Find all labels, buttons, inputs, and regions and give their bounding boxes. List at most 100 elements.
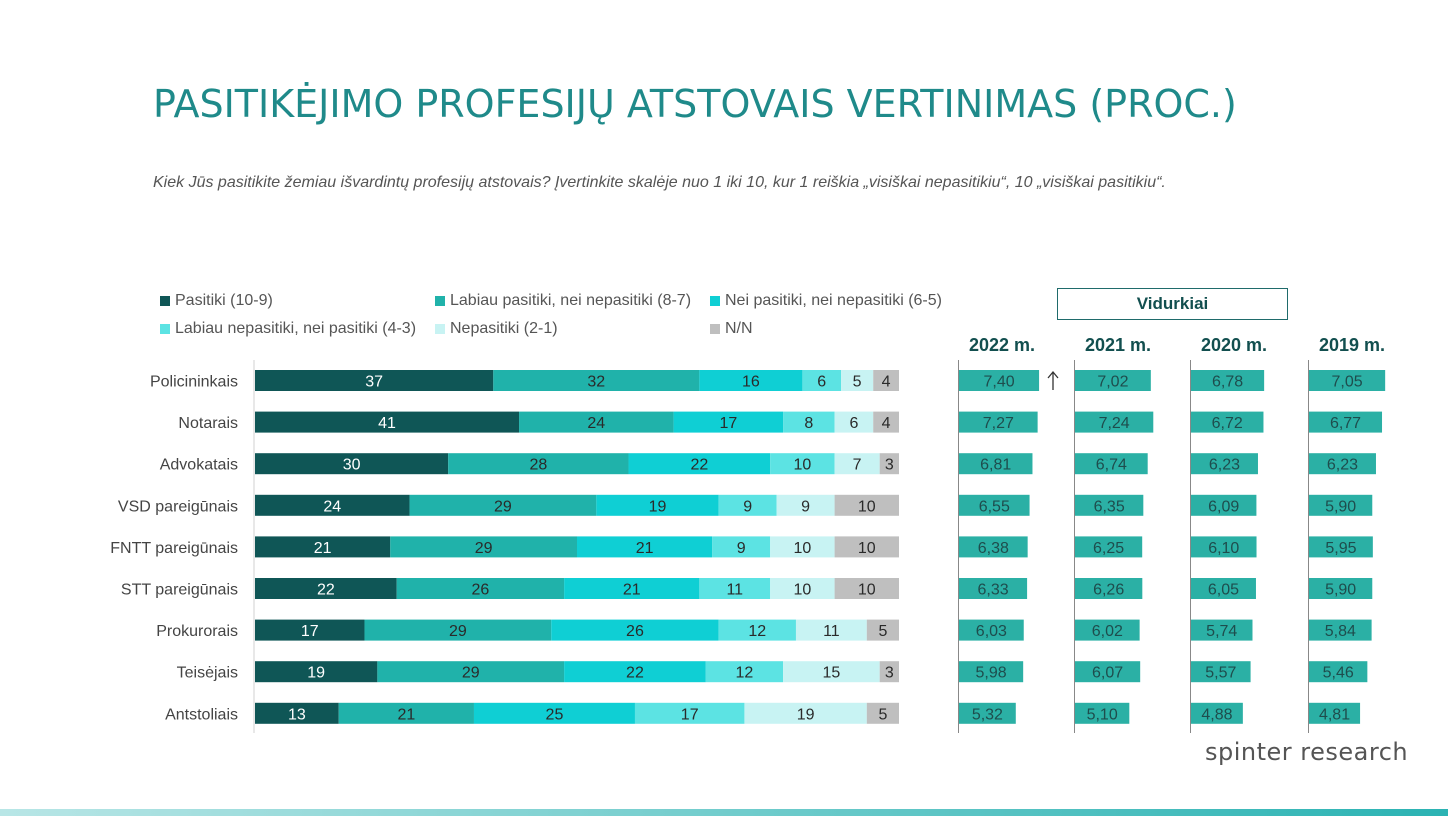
data-label: 29	[449, 623, 467, 640]
year-header: 2022 m.	[969, 335, 1035, 355]
average-label: 6,23	[1327, 457, 1358, 474]
data-label: 22	[317, 582, 335, 599]
average-bar	[959, 494, 1030, 516]
bar-segment	[390, 536, 577, 558]
data-label: 9	[801, 498, 810, 515]
year-header: 2021 m.	[1085, 335, 1151, 355]
legend-label: N/N	[725, 320, 753, 337]
bar-segment	[866, 619, 899, 641]
data-label: 19	[797, 706, 815, 723]
legend-label: Pasitiki (10-9)	[175, 292, 273, 309]
chart-legend: Pasitiki (10-9) Labiau pasitiki, nei nep…	[160, 292, 960, 352]
average-bar	[1191, 370, 1265, 391]
data-label: 19	[307, 665, 325, 682]
arrow-up-icon-head	[1047, 370, 1059, 379]
data-label: 13	[288, 706, 306, 723]
page-title: PASITIKĖJIMO PROFESIJŲ ATSTOVAIS VERTINI…	[153, 82, 1237, 126]
bar-segment	[841, 370, 874, 391]
data-label: 16	[742, 374, 760, 391]
bar-segment	[834, 453, 880, 475]
legend-item-labiau-pasitiki: Labiau pasitiki, nei nepasitiki (8-7)	[435, 292, 691, 310]
average-label: 6,74	[1096, 457, 1127, 474]
bar-segment	[255, 370, 494, 391]
legend-label: Nei pasitiki, nei nepasitiki (6-5)	[725, 292, 942, 309]
data-label: 26	[472, 582, 490, 599]
bar-segment	[338, 702, 474, 724]
category-label: Policininkais	[150, 374, 238, 391]
category-label: Prokurorais	[156, 623, 238, 640]
average-bar	[1191, 453, 1258, 475]
bar-segment	[596, 494, 719, 516]
bar-segment	[551, 619, 719, 641]
data-label: 10	[858, 582, 876, 599]
average-bar	[1309, 536, 1373, 558]
bar-segment	[712, 536, 771, 558]
average-bar	[1075, 370, 1151, 391]
average-bar	[1309, 578, 1373, 599]
category-label: Advokatais	[160, 457, 238, 474]
average-label: 6,77	[1330, 415, 1361, 432]
data-label: 7	[853, 457, 862, 474]
average-label: 5,74	[1206, 623, 1237, 640]
category-label: VSD pareigūnais	[118, 498, 238, 515]
bar-segment	[364, 619, 552, 641]
data-label: 5	[853, 374, 862, 391]
data-label: 26	[626, 623, 644, 640]
data-label: 12	[736, 665, 754, 682]
average-bar	[1075, 536, 1143, 558]
data-label: 10	[794, 582, 812, 599]
data-label: 29	[494, 498, 512, 515]
bar-segment	[519, 411, 674, 433]
average-bar	[1075, 453, 1148, 475]
average-bar	[1309, 453, 1376, 475]
bar-segment	[744, 702, 867, 724]
bar-segment	[705, 661, 784, 683]
average-bar	[1075, 494, 1144, 516]
average-bar	[959, 370, 1040, 391]
average-bar	[1309, 661, 1368, 683]
bar-segment	[377, 661, 565, 683]
average-bar	[1309, 494, 1373, 516]
year-header: 2020 m.	[1201, 335, 1267, 355]
data-label: 6	[849, 415, 858, 432]
average-bar	[1191, 578, 1256, 599]
data-label: 15	[822, 665, 840, 682]
data-label: 10	[858, 540, 876, 557]
data-label: 10	[794, 457, 812, 474]
legend-swatch	[710, 296, 720, 306]
bar-segment	[834, 411, 874, 433]
data-label: 24	[323, 498, 341, 515]
bar-segment	[634, 702, 745, 724]
average-label: 6,10	[1208, 540, 1239, 557]
data-label: 37	[365, 374, 383, 391]
category-label: FNTT pareigūnais	[110, 540, 238, 557]
bar-segment	[783, 661, 880, 683]
average-label: 5,84	[1325, 623, 1356, 640]
average-bar	[959, 578, 1028, 599]
data-label: 5	[878, 706, 887, 723]
data-label: 10	[858, 498, 876, 515]
data-label: 21	[397, 706, 415, 723]
data-label: 41	[378, 415, 396, 432]
bar-segment	[409, 494, 597, 516]
data-label: 24	[587, 415, 605, 432]
average-bar	[1191, 702, 1243, 724]
average-bar	[1191, 619, 1253, 641]
bar-segment	[577, 536, 713, 558]
legend-label: Nepasitiki (2-1)	[450, 320, 558, 337]
average-label: 7,40	[983, 374, 1014, 391]
average-bar	[1075, 619, 1140, 641]
bar-segment	[564, 578, 700, 599]
data-label: 9	[737, 540, 746, 557]
data-label: 3	[885, 457, 894, 474]
bar-segment	[255, 702, 339, 724]
average-bar	[1075, 578, 1143, 599]
data-label: 8	[804, 415, 813, 432]
category-label: STT pareigūnais	[121, 582, 238, 599]
average-label: 6,78	[1212, 374, 1243, 391]
bar-segment	[770, 536, 835, 558]
bar-segment	[255, 453, 449, 475]
average-label: 7,05	[1332, 374, 1363, 391]
legend-label: Labiau pasitiki, nei nepasitiki (8-7)	[450, 292, 692, 309]
